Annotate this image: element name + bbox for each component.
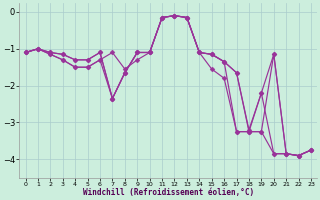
X-axis label: Windchill (Refroidissement éolien,°C): Windchill (Refroidissement éolien,°C): [83, 188, 254, 197]
